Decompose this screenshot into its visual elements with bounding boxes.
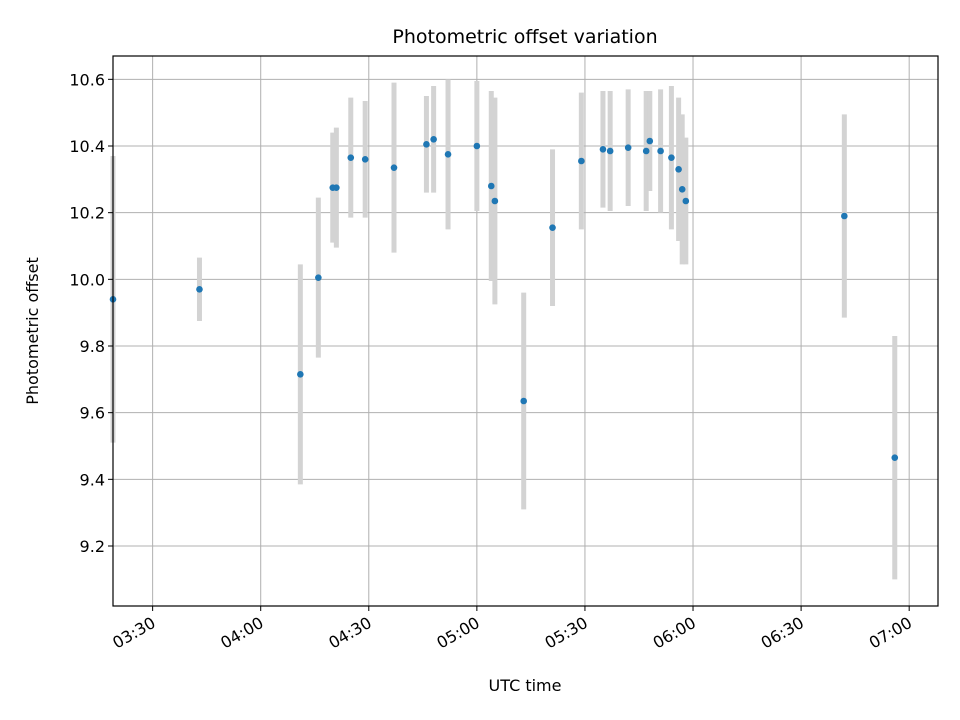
- y-tick-label: 10.4: [69, 137, 105, 156]
- y-axis-label: Photometric offset: [23, 257, 42, 405]
- data-point: [333, 184, 340, 191]
- data-point: [675, 166, 682, 173]
- data-point: [520, 397, 527, 405]
- data-point: [430, 136, 437, 143]
- data-point: [361, 156, 369, 163]
- data-point: [578, 157, 585, 165]
- chart-title: Photometric offset variation: [392, 26, 657, 48]
- y-tick-label: 10.0: [69, 270, 105, 289]
- data-point: [487, 182, 495, 190]
- data-point: [491, 197, 499, 205]
- y-tick-label: 9.4: [80, 470, 105, 489]
- data-point: [606, 147, 614, 155]
- data-point: [599, 146, 607, 153]
- data-point: [297, 371, 304, 378]
- data-point: [549, 224, 556, 231]
- data-point: [196, 286, 203, 293]
- y-tick-label: 10.2: [69, 204, 105, 223]
- grid: [113, 56, 938, 606]
- y-tick-label: 9.6: [80, 404, 105, 423]
- data-point: [642, 147, 650, 155]
- data-point: [678, 186, 686, 193]
- data-point: [646, 137, 654, 145]
- data-point: [682, 197, 690, 205]
- data-point: [473, 142, 481, 150]
- data-point: [390, 164, 398, 171]
- data-points: [109, 136, 899, 461]
- data-point: [444, 151, 452, 158]
- data-point: [841, 212, 848, 220]
- data-point: [657, 147, 664, 155]
- x-axis-label: UTC time: [489, 676, 562, 695]
- y-axis: 9.2 9.4 9.6 9.8 10.0 10.2 10.4 10.6: [69, 70, 113, 556]
- data-point: [315, 274, 322, 281]
- data-point: [347, 154, 355, 161]
- y-tick-label: 9.2: [80, 537, 105, 556]
- y-tick-label: 10.6: [69, 70, 105, 89]
- data-point: [668, 154, 675, 161]
- data-point: [891, 454, 899, 461]
- data-point: [624, 144, 632, 151]
- y-tick-label: 9.8: [80, 337, 105, 356]
- data-point: [423, 141, 430, 148]
- plot-frame: [112, 55, 939, 607]
